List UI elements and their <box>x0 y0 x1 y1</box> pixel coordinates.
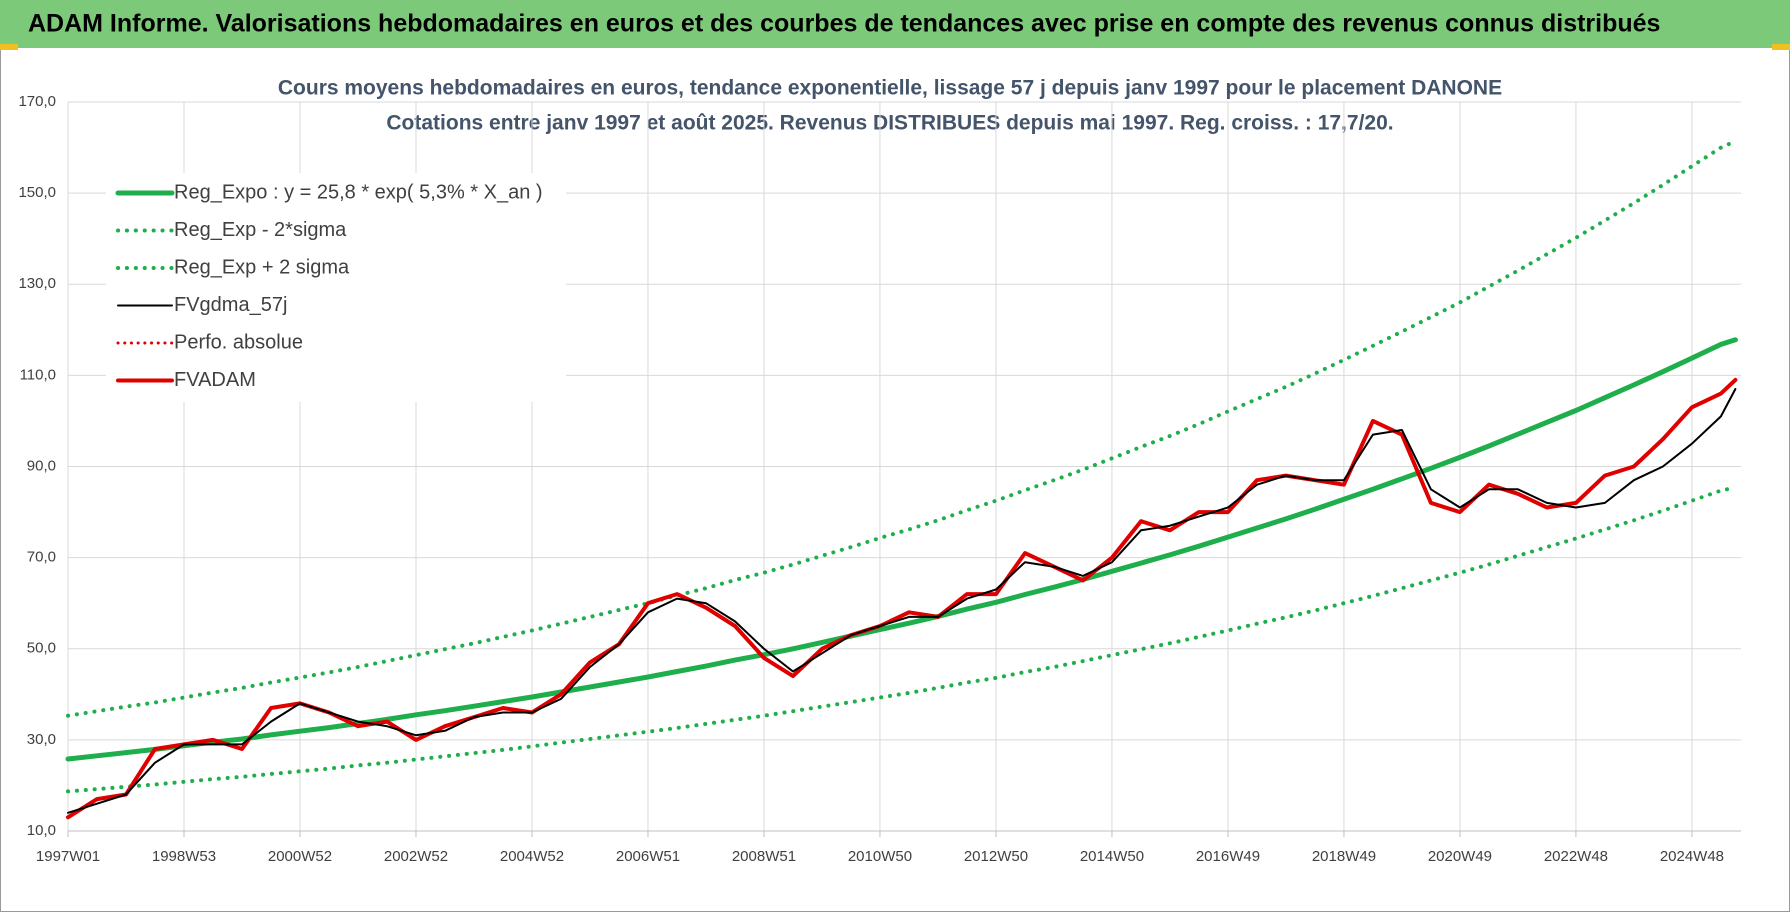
y-tick-label: 110,0 <box>20 366 56 383</box>
legend-label: Reg_Expo : y = 25,8 * exp( 5,3% * X_an ) <box>174 181 543 203</box>
legend-label: Reg_Exp - 2*sigma <box>174 219 347 241</box>
x-tick-label: 2012W50 <box>964 848 1028 865</box>
y-tick-label: 90,0 <box>27 457 56 474</box>
y-tick-label: 50,0 <box>27 640 56 657</box>
y-tick-label: 30,0 <box>27 731 56 748</box>
header-bar <box>0 0 1790 48</box>
chart-subtitle: Cotations entre janv 1997 et août 2025. … <box>386 112 1393 135</box>
y-tick-label: 70,0 <box>27 549 56 566</box>
x-tick-label: 2014W50 <box>1080 848 1144 865</box>
corner-mark <box>1772 44 1790 50</box>
legend-box <box>106 173 566 402</box>
x-tick-label: 2018W49 <box>1312 848 1376 865</box>
y-tick-label: 10,0 <box>27 822 56 839</box>
header-title: ADAM Informe. Valorisations hebdomadaire… <box>28 10 1660 38</box>
x-tick-label: 2006W51 <box>616 848 680 865</box>
x-tick-label: 1998W53 <box>152 848 216 865</box>
y-tick-label: 150,0 <box>18 184 56 201</box>
title-box <box>300 74 1490 138</box>
x-tick-label: 2000W52 <box>268 848 332 865</box>
x-tick-label: 2004W52 <box>500 848 564 865</box>
y-tick-label: 130,0 <box>18 275 56 292</box>
x-tick-label: 2024W48 <box>1660 848 1724 865</box>
legend-label: FVgdma_57j <box>174 294 287 316</box>
x-tick-label: 2002W52 <box>384 848 448 865</box>
series-line <box>66 139 1738 718</box>
series-line <box>66 378 1737 819</box>
x-tick-label: 1997W01 <box>36 848 100 865</box>
grid <box>67 101 1741 832</box>
x-tick-label: 2020W49 <box>1428 848 1492 865</box>
y-tick-label: 170,0 <box>18 93 56 110</box>
x-tick-label: 2016W49 <box>1196 848 1260 865</box>
x-tick-label: 2010W50 <box>848 848 912 865</box>
series-line <box>65 337 1738 762</box>
x-tick-label: 2008W51 <box>732 848 796 865</box>
legend-label: FVADAM <box>174 369 256 391</box>
series-line <box>67 388 1737 814</box>
series-line <box>66 485 1738 794</box>
legend-label: Reg_Exp + 2 sigma <box>174 256 350 278</box>
x-tick-label: 2022W48 <box>1544 848 1608 865</box>
legend-label: Perfo. absolue <box>174 331 303 353</box>
chart-title: Cours moyens hebdomadaires en euros, ten… <box>278 77 1502 100</box>
corner-mark <box>0 44 18 50</box>
